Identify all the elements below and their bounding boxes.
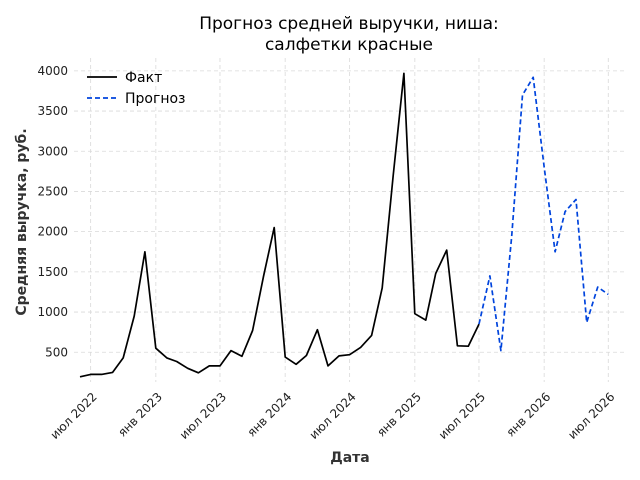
- x-tick-label: июл 2025: [436, 390, 488, 442]
- x-tick-labels: июл 2022 янв 2023 июл 2023 янв 2024 июл 2024…: [48, 390, 618, 442]
- y-axis-label: Средняя выручка, руб.: [14, 128, 30, 315]
- x-tick-label: янв 2024: [245, 390, 295, 440]
- x-tick-label: июл 2023: [177, 390, 229, 442]
- y-tick-label: 2000: [37, 225, 68, 239]
- x-tick-label: июл 2024: [307, 390, 359, 442]
- chart-title-line2: салфетки красные: [265, 35, 433, 55]
- x-tick-label: янв 2025: [374, 390, 424, 440]
- y-tick-labels: 500 1000 1500 2000 2500 3000 3500 4000: [37, 64, 68, 359]
- legend: Факт Прогноз: [87, 70, 186, 107]
- x-axis-label: Дата: [330, 450, 369, 466]
- legend-label-forecast: Прогноз: [125, 91, 186, 107]
- y-tick-label: 3500: [37, 104, 68, 118]
- series-lines: [79, 72, 609, 378]
- x-tick-label: июл 2022: [48, 390, 100, 442]
- y-tick-label: 4000: [37, 64, 68, 78]
- x-tick-label: янв 2023: [115, 390, 165, 440]
- y-tick-label: 1000: [37, 305, 68, 319]
- chart-title-line1: Прогноз средней выручки, ниша:: [199, 14, 499, 34]
- x-tick-label: июл 2026: [565, 390, 617, 442]
- series-line-fact: [79, 72, 480, 378]
- x-tick-label: янв 2026: [503, 390, 553, 440]
- y-tick-label: 2500: [37, 184, 68, 198]
- legend-label-fact: Факт: [125, 70, 162, 86]
- y-tick-label: 3000: [37, 144, 68, 158]
- series-line-forecast: [478, 76, 609, 352]
- y-tick-label: 1500: [37, 265, 68, 279]
- grid: [74, 58, 626, 382]
- y-tick-label: 500: [45, 345, 68, 359]
